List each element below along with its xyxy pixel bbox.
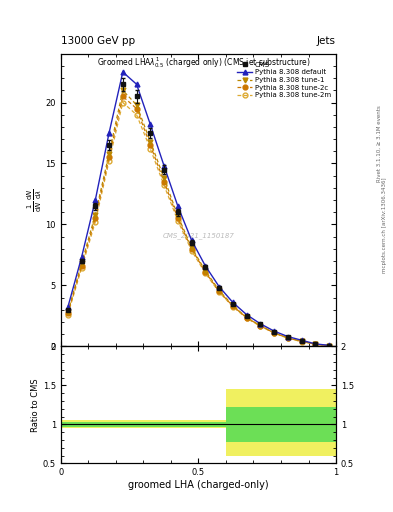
X-axis label: groomed LHA (charged-only): groomed LHA (charged-only) (128, 480, 269, 490)
Legend: CMS, Pythia 8.308 default, Pythia 8.308 tune-1, Pythia 8.308 tune-2c, Pythia 8.3: CMS, Pythia 8.308 default, Pythia 8.308 … (235, 60, 332, 100)
Text: Rivet 3.1.10, ≥ 3.1M events: Rivet 3.1.10, ≥ 3.1M events (377, 105, 382, 182)
Text: mcplots.cern.ch [arXiv:1306.3436]: mcplots.cern.ch [arXiv:1306.3436] (382, 178, 387, 273)
Text: Groomed LHA$\lambda^{1}_{0.5}$ (charged only) (CMS jet substructure): Groomed LHA$\lambda^{1}_{0.5}$ (charged … (97, 55, 310, 70)
Text: Jets: Jets (317, 36, 336, 46)
Text: CMS_2021_1150187: CMS_2021_1150187 (163, 232, 234, 239)
Text: 13000 GeV pp: 13000 GeV pp (61, 36, 135, 46)
Y-axis label: $\frac{1}{\mathrm{d}N}\,\frac{\mathrm{d}N}{\mathrm{d}\lambda}$: $\frac{1}{\mathrm{d}N}\,\frac{\mathrm{d}… (26, 188, 44, 212)
Y-axis label: Ratio to CMS: Ratio to CMS (31, 378, 40, 432)
